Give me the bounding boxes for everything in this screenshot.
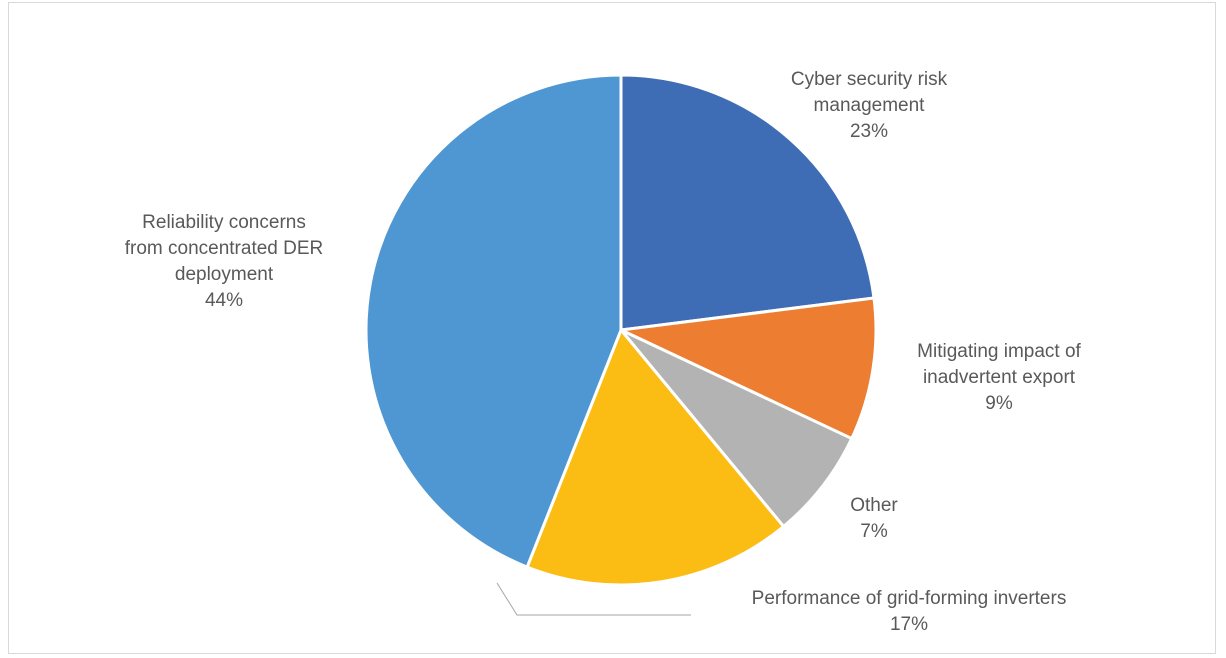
- data-label-mitigating-impact-of-inadvertent-export: Mitigating impact of inadvertent export 9%: [917, 341, 1081, 414]
- pie-slice-performance-of-grid-forming-inverters: [525, 327, 786, 587]
- data-label-performance-of-grid-forming-inverters: Performance of grid-forming inverters 17%: [752, 588, 1067, 635]
- data-label-value: 23%: [850, 121, 888, 142]
- data-label-value: 9%: [985, 393, 1013, 414]
- pie-chart: Cyber security risk management 23% Mitigati…: [125, 69, 1082, 635]
- pie-slice-mitigating-impact-of-inadvertent-export: [615, 296, 878, 441]
- data-label-other: Other 7%: [850, 495, 898, 542]
- data-label-category: deployment: [175, 264, 274, 285]
- data-label-category: management: [814, 95, 926, 116]
- chart-frame: Cyber security risk management 23% Mitigati…: [8, 2, 1216, 654]
- data-label-value: 44%: [205, 290, 243, 311]
- leader-lines: [496, 582, 691, 616]
- pie-slice-reliability-concerns-from-concentrated-der-deployment: [364, 73, 623, 570]
- data-label-cyber-security-risk-management: Cyber security risk management 23%: [791, 69, 948, 142]
- leader-line-performance-of-grid-forming-inverters: [496, 582, 691, 616]
- data-label-category: Mitigating impact of: [917, 341, 1081, 362]
- data-label-reliability-concerns-from-concentrated-der-deployment: Reliability concerns from concentrated DE…: [125, 212, 324, 311]
- data-label-value: 7%: [860, 521, 888, 542]
- pie-slice-cyber-security-risk-management: [619, 73, 876, 332]
- pie-slices: [364, 73, 878, 587]
- data-label-category: Reliability concerns: [142, 212, 306, 233]
- data-label-category: Other: [850, 495, 898, 516]
- data-labels: Cyber security risk management 23% Mitigati…: [125, 69, 1082, 635]
- pie-slice-other: [619, 328, 854, 529]
- data-label-category: Cyber security risk: [791, 69, 948, 90]
- data-label-category: Performance of grid-forming inverters: [752, 588, 1067, 609]
- data-label-category: from concentrated DER: [125, 238, 324, 259]
- data-label-value: 17%: [890, 614, 928, 635]
- data-label-category: inadvertent export: [923, 367, 1076, 388]
